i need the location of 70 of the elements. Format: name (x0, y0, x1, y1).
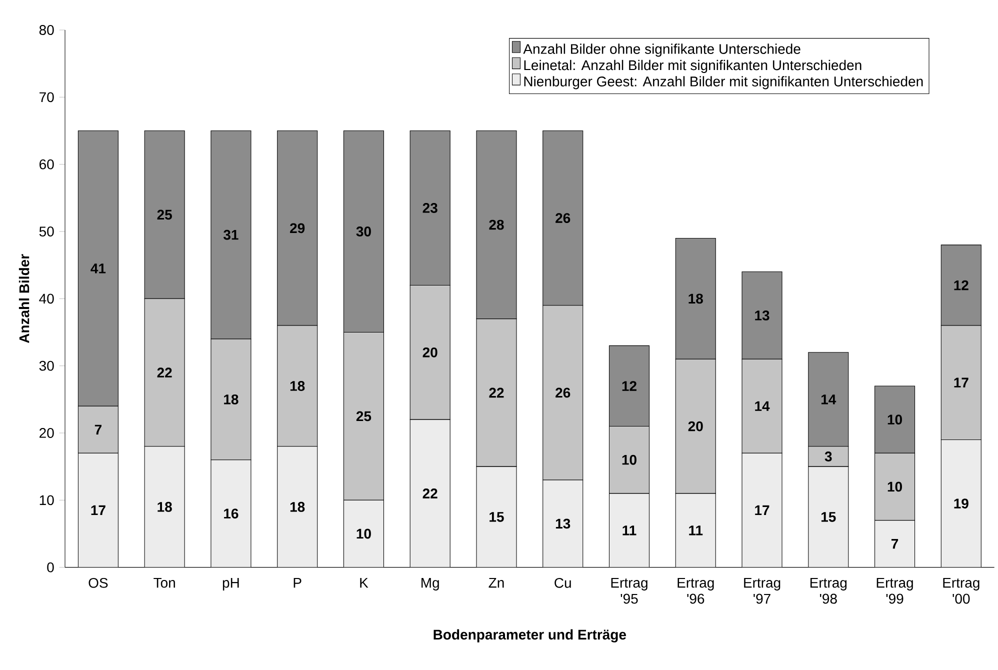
data-label: 13 (556, 518, 570, 529)
data-label: 17 (954, 378, 968, 388)
data-label: 10 (356, 528, 371, 539)
data-label: 14 (821, 394, 836, 404)
data-label: 31 (223, 230, 238, 240)
data-label: 7 (94, 424, 102, 434)
data-label: 30 (356, 226, 371, 236)
y-tick-label: 10 (40, 495, 54, 506)
y-tick-label: 0 (47, 562, 54, 572)
x-tick-label: OS (88, 578, 108, 588)
data-label: 16 (224, 508, 238, 519)
data-label: 19 (954, 498, 968, 508)
data-label: 11 (689, 526, 703, 536)
x-tick-label: Zn (488, 578, 504, 588)
data-label: 15 (821, 512, 836, 522)
x-tick-label: Ertrag '97 (744, 578, 780, 604)
data-label: 13 (755, 310, 770, 320)
data-label: 12 (954, 280, 968, 290)
data-label: 25 (356, 411, 372, 422)
data-label: 22 (489, 388, 504, 398)
x-tick-label: Ertrag '00 (943, 578, 980, 604)
data-label: 11 (622, 526, 636, 536)
y-tick-label: 50 (39, 226, 54, 236)
data-label: 20 (422, 347, 438, 358)
data-label: 18 (290, 381, 305, 391)
y-tick-label: 20 (40, 428, 54, 438)
data-label: 12 (622, 381, 636, 391)
data-label: 18 (688, 294, 703, 304)
legend-label: Anzahl Bilder ohne signifikante Unterschiede (523, 44, 800, 57)
data-label: 22 (422, 488, 438, 498)
legend-label: Nienburger Geest: Anzahl Bilder mit signifikanten Unterschieden (524, 76, 923, 90)
x-tick-label: Cu (554, 578, 571, 588)
x-tick-label: Ton (154, 578, 175, 588)
x-tick-label: Ertrag '95 (611, 578, 648, 604)
data-label: 17 (91, 505, 106, 516)
y-tick-label: 40 (39, 294, 54, 304)
legend-label: Leinetal: Anzahl Bilder mit signifikanten Unterschieden (524, 60, 862, 73)
data-label: 26 (556, 388, 570, 398)
data-label: 41 (90, 264, 106, 274)
y-tick-label: 60 (40, 159, 54, 170)
data-label: 18 (224, 394, 238, 404)
data-label: 18 (290, 502, 305, 512)
data-label: 10 (888, 414, 902, 425)
y-tick-label: 30 (39, 360, 54, 371)
y-tick-label: 70 (40, 92, 54, 102)
data-label: 26 (556, 213, 570, 224)
data-label: 20 (688, 421, 703, 432)
data-label: 28 (489, 220, 504, 230)
x-tick-label: pH (222, 578, 239, 590)
x-tick-label: Ertrag '96 (678, 578, 714, 604)
data-label: 3 (824, 452, 832, 462)
data-label: 23 (422, 203, 438, 213)
data-label: 14 (755, 401, 770, 411)
x-tick-label: Ertrag '98 (810, 578, 847, 604)
data-label: 29 (290, 223, 305, 234)
x-axis-title: Bodenparameter und Erträge (434, 629, 626, 642)
data-label: 10 (888, 482, 902, 492)
x-tick-label: Ertrag '99 (876, 578, 913, 604)
data-label: 10 (622, 454, 636, 465)
x-tick-label: Mg (422, 578, 439, 590)
y-tick-label: 80 (39, 25, 54, 35)
data-label: 25 (157, 210, 172, 220)
data-label: 7 (891, 539, 898, 549)
data-label: 15 (490, 512, 504, 522)
x-tick-label: K (360, 578, 368, 588)
data-label: 22 (157, 368, 172, 378)
x-tick-label: P (294, 578, 302, 588)
data-label: 17 (755, 505, 770, 516)
y-axis-title: Anzahl Bilder (18, 254, 30, 344)
data-label: 18 (158, 502, 172, 512)
